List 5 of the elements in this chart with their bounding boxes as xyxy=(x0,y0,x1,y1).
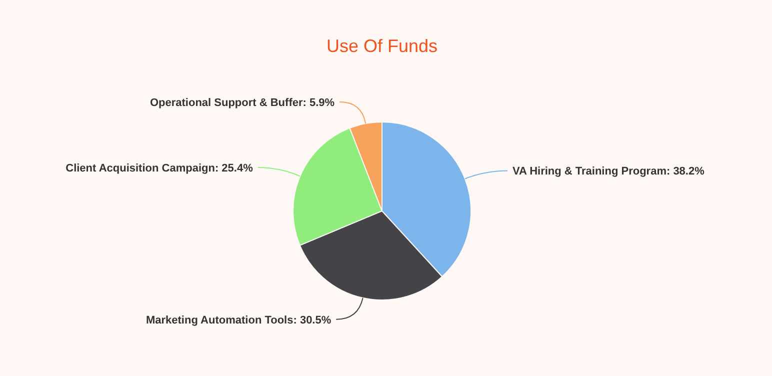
slice-label: Marketing Automation Tools: 30.5% xyxy=(146,314,332,326)
chart-title: Use Of Funds xyxy=(326,36,438,56)
slice-label: VA Hiring & Training Program: 38.2% xyxy=(512,166,705,178)
slice-label: Operational Support & Buffer: 5.9% xyxy=(150,96,335,109)
slice-label: Client Acquisition Campaign: 25.4% xyxy=(66,162,254,174)
